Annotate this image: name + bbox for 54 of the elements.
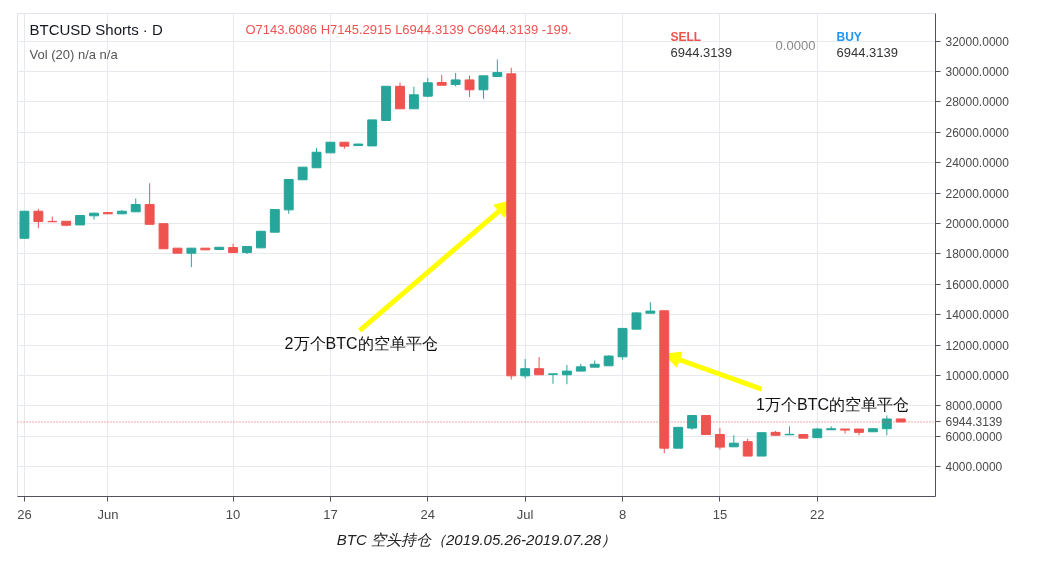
x-tick-label: Jun [97, 506, 119, 522]
y-tick-label: 4000.0000 [945, 460, 1003, 475]
candlestick [408, 86, 419, 110]
y-tick-label: 24000.0000 [945, 156, 1010, 171]
candlestick [714, 427, 725, 451]
y-tick-label: 28000.0000 [945, 95, 1010, 110]
x-tick-label: 8 [618, 506, 627, 522]
annotation: Vol (20) n/a n/a [29, 47, 119, 62]
x-tick-label: 10 [225, 506, 241, 522]
ref-line-label: 6944.3139 [945, 415, 1003, 430]
candlestick [520, 358, 531, 379]
y-tick-label: 14000.0000 [945, 308, 1010, 323]
candlestick [756, 432, 767, 457]
y-tick-label: 18000.0000 [945, 247, 1010, 262]
y-tick-label: 30000.0000 [945, 65, 1010, 80]
candlestick [673, 426, 684, 449]
x-tick-label: 24 [420, 506, 436, 522]
candlestick [881, 414, 892, 436]
candlestick [33, 208, 44, 229]
y-tick-label: 6000.0000 [945, 429, 1003, 444]
x-tick-label: Jul [516, 506, 534, 522]
y-tick-label: 16000.0000 [945, 277, 1010, 292]
candlestick [478, 75, 489, 100]
y-tick-label: 8000.0000 [945, 399, 1003, 414]
candlestick [534, 356, 545, 376]
candlestick [311, 147, 322, 169]
candlestick [186, 247, 197, 268]
y-tick-label: 10000.0000 [945, 369, 1010, 384]
y-tick-label: 22000.0000 [945, 186, 1010, 201]
y-tick-label: 12000.0000 [945, 338, 1010, 353]
x-tick-label: 15 [712, 506, 728, 522]
y-tick-label: 20000.0000 [945, 217, 1010, 232]
candlestick [840, 428, 851, 434]
annotation: 6944.3139 [670, 45, 732, 60]
annotation: 1万个BTC的空单平仓 [756, 396, 910, 414]
annotation: SELL [670, 29, 702, 44]
annotation: 6944.3139 [836, 45, 898, 60]
candlestick [144, 182, 155, 225]
text: BTC 空头持仓（2019.05.26-2019.07.28） [336, 530, 617, 548]
candlestick [395, 82, 405, 110]
y-tick-label: 26000.0000 [945, 125, 1010, 140]
text: BTCUSD Shorts · D [29, 21, 164, 38]
candlestick [561, 364, 572, 385]
x-tick-label: 17 [323, 506, 338, 522]
annotation: O7143.6086 H7145.2915 L6944.3139 C6944.3139 -199. [245, 22, 572, 37]
candlestick [464, 75, 475, 98]
x-tick-label: 22 [810, 506, 825, 522]
annotation: 0.0000 [775, 38, 816, 53]
candlestick [269, 209, 280, 233]
candlestick [548, 373, 558, 385]
x-tick-label: 26 [17, 506, 32, 522]
y-tick-label: 32000.0000 [945, 34, 1010, 49]
annotation: 2万个BTC的空单平仓 [284, 335, 438, 353]
annotation: BUY [836, 29, 862, 44]
